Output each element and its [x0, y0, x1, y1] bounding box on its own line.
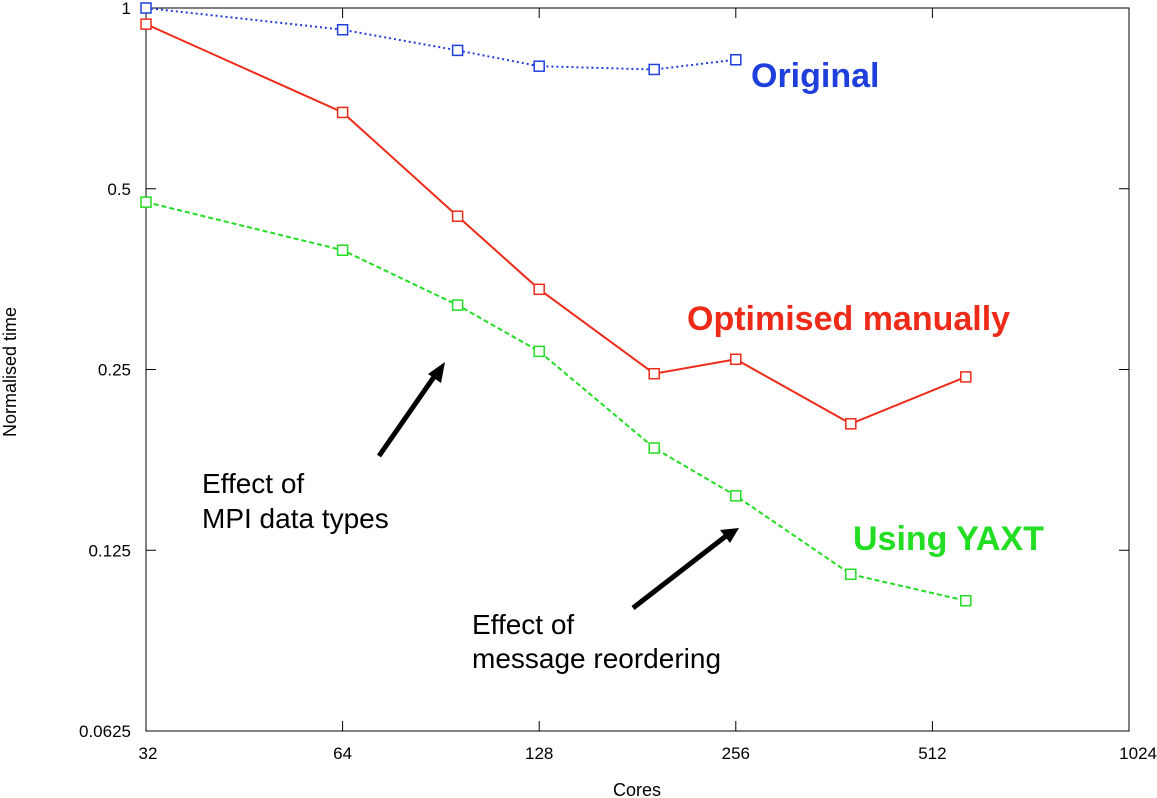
data-point — [336, 106, 349, 119]
data-point — [336, 23, 349, 36]
data-point — [140, 196, 152, 208]
data-point — [451, 44, 464, 57]
x-tick-label: 64 — [333, 744, 352, 763]
x-axis-label: Cores — [613, 780, 661, 798]
data-point — [648, 442, 660, 454]
y-axis-label: Normalised time — [0, 307, 20, 437]
annotation-line: message reordering — [472, 643, 721, 674]
series-line — [145, 7, 736, 71]
annotation-arrow — [376, 372, 439, 458]
y-tick-label: 1 — [122, 0, 131, 18]
x-tick-label: 1024 — [1119, 744, 1157, 763]
data-point — [960, 371, 972, 383]
data-point — [336, 244, 349, 256]
annotation-mpi-data-types: Effect of MPI data types — [202, 362, 445, 534]
annotation-line: Effect of — [472, 609, 574, 640]
data-point — [533, 60, 545, 72]
series-2 — [140, 196, 972, 607]
data-point — [451, 210, 464, 222]
data-point — [140, 18, 152, 30]
x-tick-label: 256 — [722, 744, 750, 763]
series-line — [145, 23, 967, 425]
series-labels: Original Optimised manually Using YAXT — [687, 57, 1044, 558]
x-tick-label: 32 — [139, 744, 158, 763]
data-point — [451, 299, 464, 311]
data-point — [845, 568, 857, 581]
data-point — [730, 490, 742, 502]
series-1 — [140, 18, 972, 430]
y-tick-label: 0.25 — [98, 361, 131, 380]
annotation-arrowhead — [720, 528, 739, 543]
series-line — [145, 201, 967, 602]
x-tick-label: 128 — [525, 744, 553, 763]
series-label: Optimised manually — [687, 300, 1010, 338]
series-group — [140, 2, 972, 607]
series-0 — [140, 2, 742, 76]
series-label: Using YAXT — [853, 520, 1044, 558]
series-label: Original — [751, 57, 879, 95]
x-tick-label: 512 — [918, 744, 946, 763]
data-point — [140, 2, 152, 14]
annotation-arrowhead — [428, 362, 445, 383]
annotation-line: MPI data types — [202, 503, 389, 534]
y-tick-label: 0.0625 — [79, 722, 131, 741]
data-point — [648, 367, 660, 380]
annotation-message-reordering: Effect of message reordering — [472, 528, 739, 674]
data-point — [730, 353, 742, 366]
data-point — [730, 53, 742, 66]
data-point — [845, 418, 857, 430]
data-point — [648, 63, 660, 76]
annotation-arrow — [631, 534, 728, 610]
data-point — [533, 283, 545, 296]
y-tick-label: 0.125 — [88, 541, 131, 560]
data-point — [533, 345, 545, 358]
plot-area — [145, 7, 1130, 732]
annotation-line: Effect of — [202, 468, 304, 499]
y-tick-label: 0.5 — [107, 180, 131, 199]
ticks: 32 64 128 256 512 1024 0.0625 0.125 0.25 0.5 1 — [79, 0, 1157, 763]
data-point — [960, 594, 972, 607]
